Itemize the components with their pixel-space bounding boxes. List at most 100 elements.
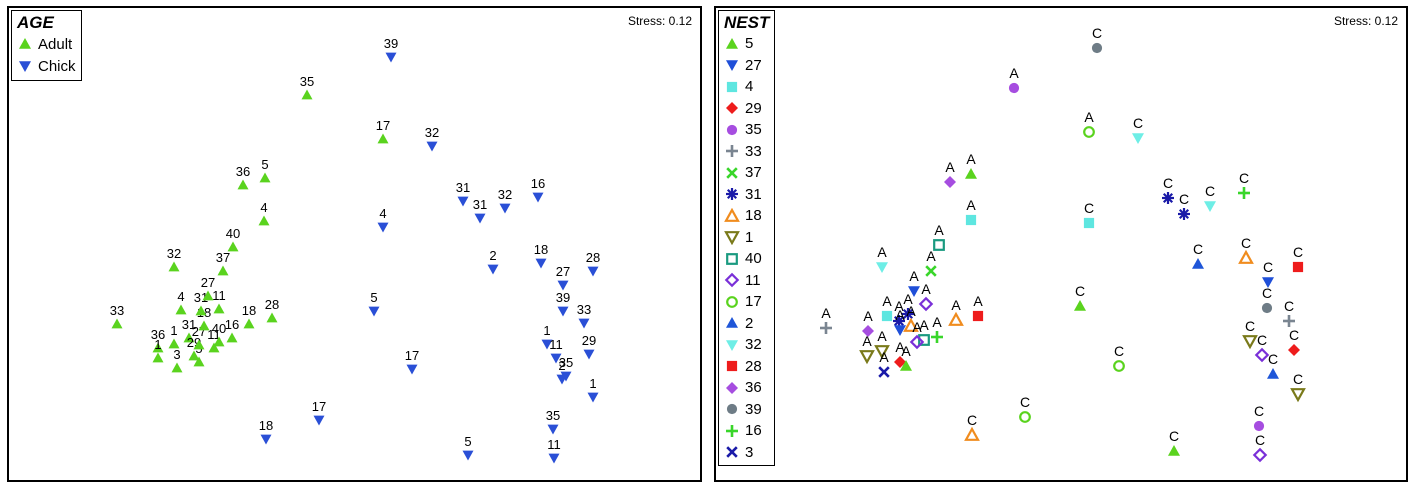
data-point-chick bbox=[462, 450, 474, 461]
point-label: 29 bbox=[582, 333, 596, 348]
legend-label: 1 bbox=[745, 228, 754, 246]
data-point-chick bbox=[557, 306, 569, 317]
legend-label: 28 bbox=[745, 357, 762, 375]
point-label: A bbox=[966, 151, 976, 167]
data-point-chick bbox=[578, 318, 590, 329]
point-label: 4 bbox=[260, 200, 267, 215]
legend-marker-icon bbox=[19, 61, 31, 72]
point-label: 5 bbox=[464, 434, 471, 449]
legend-label: Chick bbox=[38, 57, 76, 75]
legend-label: 40 bbox=[745, 250, 762, 268]
data-point-nest-28 bbox=[1292, 261, 1304, 273]
age-legend: AGE Adult Chick bbox=[11, 10, 82, 81]
age-nmds-plot: 3336113431295271831271140113716403218283… bbox=[110, 36, 600, 464]
point-label: 37 bbox=[216, 250, 230, 265]
data-point-adult bbox=[175, 304, 187, 315]
point-label: 18 bbox=[242, 303, 256, 318]
legend-label: 29 bbox=[745, 99, 762, 117]
legend-label: 3 bbox=[745, 443, 754, 461]
nest-legend-title: NEST bbox=[724, 13, 770, 32]
point-label: C bbox=[967, 412, 977, 428]
point-label: 18 bbox=[259, 418, 273, 433]
point-label: A bbox=[921, 281, 931, 297]
data-point-nest-17 bbox=[1019, 411, 1031, 423]
data-point-chick bbox=[557, 280, 569, 291]
legend-entry-nest-33: 33 bbox=[724, 141, 769, 163]
point-label: 1 bbox=[154, 337, 161, 352]
data-point-nest-29 bbox=[894, 356, 906, 368]
point-label: 17 bbox=[376, 118, 390, 133]
data-point-nest-31 bbox=[893, 315, 905, 327]
legend-marker-icon bbox=[726, 37, 738, 49]
data-point-nest-4 bbox=[881, 310, 893, 322]
point-label: 33 bbox=[110, 303, 124, 318]
data-point-nest-4 bbox=[1083, 217, 1095, 229]
data-point-nest-5 bbox=[900, 360, 912, 371]
point-label: A bbox=[877, 328, 887, 344]
legend-label: 11 bbox=[745, 271, 761, 289]
legend-label: 4 bbox=[745, 78, 754, 96]
legend-marker-icon bbox=[726, 339, 738, 351]
point-label: C bbox=[1263, 259, 1273, 275]
data-point-nest-27 bbox=[1262, 277, 1274, 288]
data-point-nest-31 bbox=[902, 308, 914, 320]
data-point-adult bbox=[111, 318, 123, 329]
data-point-nest-31 bbox=[1162, 192, 1174, 204]
point-label: 11 bbox=[212, 288, 226, 303]
data-point-chick bbox=[587, 266, 599, 277]
point-label: C bbox=[1255, 432, 1265, 448]
legend-marker-icon bbox=[726, 124, 738, 135]
legend-marker-icon bbox=[19, 38, 31, 49]
legend-label: 36 bbox=[745, 379, 762, 397]
point-label: A bbox=[877, 244, 887, 260]
data-point-nest-1 bbox=[859, 350, 875, 365]
point-label: C bbox=[1257, 332, 1267, 348]
legend-marker-icon bbox=[726, 145, 738, 158]
legend-entry-nest-35: 35 bbox=[724, 119, 769, 141]
legend-entry-nest-40: 40 bbox=[724, 248, 769, 270]
point-label: A bbox=[895, 339, 905, 355]
nest-legend: NEST 5 27 4 29 35 33 37 31 18 1 40 11 17 2 32 28 36 39 16 3 bbox=[718, 10, 776, 466]
point-label: C bbox=[1114, 343, 1124, 359]
data-point-chick bbox=[426, 141, 438, 152]
point-label: 11 bbox=[547, 437, 561, 452]
data-point-nest-33 bbox=[820, 322, 832, 334]
age-legend-title: AGE bbox=[17, 13, 54, 32]
legend-entry-nest-37: 37 bbox=[724, 162, 769, 184]
data-point-nest-35 bbox=[1253, 420, 1265, 432]
legend-entry-nest-4: 4 bbox=[724, 76, 769, 98]
data-point-nest-27 bbox=[894, 325, 906, 336]
legend-label: 37 bbox=[745, 164, 762, 182]
data-point-chick bbox=[260, 434, 272, 445]
data-point-adult bbox=[195, 305, 207, 316]
point-label: C bbox=[1205, 183, 1215, 199]
point-label: 17 bbox=[405, 348, 419, 363]
data-point-adult bbox=[301, 89, 313, 100]
legend-label: 2 bbox=[745, 314, 754, 332]
point-label: A bbox=[882, 293, 892, 309]
data-point-nest-1 bbox=[1290, 388, 1306, 403]
data-point-nest-1 bbox=[874, 345, 890, 360]
stress-label-age: Stress: 0.12 bbox=[627, 14, 692, 28]
point-label: A bbox=[909, 268, 919, 284]
point-label: C bbox=[1169, 428, 1179, 444]
legend-entry-nest-36: 36 bbox=[724, 377, 769, 399]
point-label: 1 bbox=[170, 323, 177, 338]
nest-legend-items: 5 27 4 29 35 33 37 31 18 1 40 11 17 2 32 28 36 39 16 3 bbox=[724, 33, 769, 463]
age-nmds-panel: 3336113431295271831271140113716403218283… bbox=[7, 6, 702, 482]
legend-marker-icon bbox=[726, 295, 738, 308]
point-label: 31 bbox=[182, 317, 196, 332]
legend-marker-icon bbox=[726, 424, 738, 437]
legend-label: 16 bbox=[745, 422, 762, 440]
data-point-adult bbox=[168, 261, 180, 272]
legend-marker-icon bbox=[726, 167, 738, 179]
data-point-adult bbox=[193, 339, 205, 350]
legend-label: 39 bbox=[745, 400, 762, 418]
point-label: A bbox=[926, 248, 936, 264]
point-label: A bbox=[973, 293, 983, 309]
data-point-nest-35 bbox=[1008, 82, 1020, 94]
point-label: C bbox=[1020, 394, 1030, 410]
data-point-chick bbox=[368, 306, 380, 317]
data-point-chick bbox=[587, 392, 599, 403]
